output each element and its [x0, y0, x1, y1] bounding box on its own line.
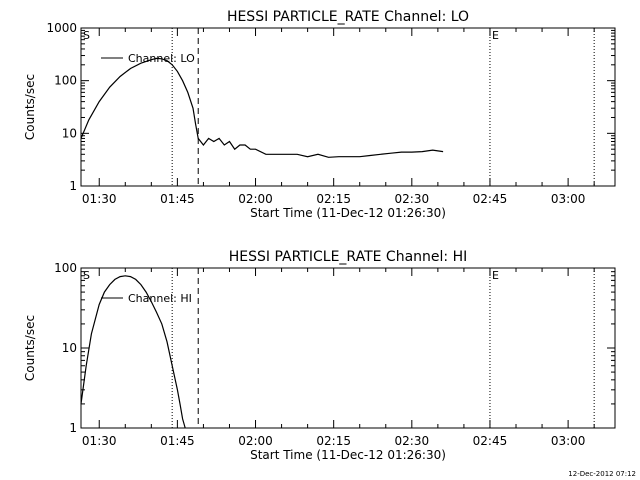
x-tick-label: 02:15: [316, 434, 351, 448]
x-tick-label: 02:45: [473, 192, 508, 206]
hi-channel-panel: HESSI PARTICLE_RATE Channel: HI 01:30 01:4…: [23, 249, 616, 462]
x-tick-label: 02:30: [395, 434, 430, 448]
y-tick-label: 10: [62, 341, 77, 355]
series-line: [80, 57, 444, 158]
y-tick-label: 100: [54, 261, 77, 275]
legend-label: Channel: HI: [128, 292, 192, 305]
x-tick-label: 02:00: [238, 434, 273, 448]
x-axis-label: Start Time (11-Dec-12 01:26:30): [250, 448, 446, 462]
x-tick-label: 02:45: [473, 434, 508, 448]
end-marker-label: E: [492, 269, 499, 282]
chart-title: HESSI PARTICLE_RATE Channel: HI: [229, 249, 467, 265]
y-tick-label: 100: [54, 74, 77, 88]
y-axis-label: Counts/sec: [23, 74, 37, 140]
x-tick-label: 02:00: [238, 192, 273, 206]
footer-timestamp: 12-Dec-2012 07:12: [568, 470, 636, 478]
x-tick-label: 01:45: [160, 192, 195, 206]
plot-frame: [80, 27, 616, 187]
chart-title: HESSI PARTICLE_RATE Channel: LO: [227, 9, 469, 25]
legend-label: Channel: LO: [128, 52, 195, 65]
x-tick-label: 02:30: [395, 192, 430, 206]
y-tick-label: 10: [62, 126, 77, 140]
lo-channel-panel: HESSI PARTICLE_RATE Channel: LO 01:30 01:4…: [23, 9, 616, 220]
y-tick-label: 1: [69, 421, 77, 435]
x-tick-label: 01:30: [82, 434, 117, 448]
start-marker-label: S: [83, 269, 90, 282]
start-marker-label: S: [83, 29, 90, 42]
x-tick-label: 01:45: [160, 434, 195, 448]
x-tick-label: 03:00: [551, 192, 586, 206]
y-tick-label: 1: [69, 179, 77, 193]
x-tick-label: 02:15: [316, 192, 351, 206]
y-axis-label: Counts/sec: [23, 315, 37, 381]
x-tick-label: 03:00: [551, 434, 586, 448]
end-marker-label: E: [492, 29, 499, 42]
x-axis-label: Start Time (11-Dec-12 01:26:30): [250, 206, 446, 220]
x-tick-label: 01:30: [82, 192, 117, 206]
y-tick-label: 1000: [46, 21, 77, 35]
